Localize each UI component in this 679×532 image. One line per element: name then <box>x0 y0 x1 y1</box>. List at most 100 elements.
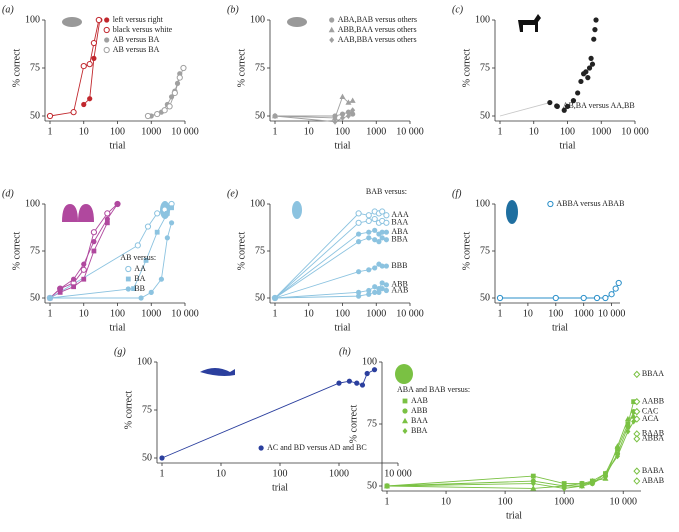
marker <box>144 223 152 230</box>
x-tick-label: 1 <box>48 308 53 319</box>
legend-marker <box>329 37 335 43</box>
marker <box>168 220 175 226</box>
x-axis-label: trial <box>334 140 350 151</box>
x-tick-label: 1 <box>273 308 278 319</box>
x-axis-label: trial <box>109 140 125 151</box>
x-tick-label: 1000 <box>141 126 161 137</box>
panel-label: (a) <box>2 4 14 15</box>
x-tick-label: 10 000 <box>171 308 199 319</box>
point-label: BABA <box>642 466 664 475</box>
x-tick-label: 10 <box>523 308 533 319</box>
point-label: CAC <box>642 406 658 415</box>
point-label: BBAA <box>642 369 664 378</box>
icons <box>62 14 541 384</box>
marker <box>70 276 77 282</box>
legend-marker <box>402 417 408 424</box>
marker <box>80 266 87 273</box>
y-tick-label: 50 <box>255 110 265 121</box>
y-tick-label: 75 <box>480 62 490 73</box>
legend-label: BBA <box>411 426 428 435</box>
marker <box>356 269 362 275</box>
series-line <box>499 102 550 117</box>
legend-label: BA <box>134 274 145 283</box>
point-label: ABAB <box>642 476 664 485</box>
series-label: AAA <box>391 210 409 219</box>
marker <box>633 370 641 379</box>
legend-marker <box>103 46 110 54</box>
y-axis-label: % correct <box>348 404 359 443</box>
marker <box>366 287 372 294</box>
marker <box>366 235 372 241</box>
legend-label: AB,BA versus AA,BB <box>563 101 635 110</box>
marker <box>169 205 174 211</box>
marker <box>602 470 608 477</box>
marker <box>561 485 567 492</box>
icon-people <box>62 204 94 222</box>
marker <box>346 378 352 384</box>
x-tick-label: 1 <box>160 468 165 479</box>
marker <box>372 284 378 290</box>
marker <box>625 423 631 430</box>
marker <box>104 210 111 217</box>
x-tick-label: 100 <box>335 308 350 319</box>
x-axis-label: trial <box>506 510 522 521</box>
marker <box>91 239 97 245</box>
marker <box>355 210 362 217</box>
x-tick-label: 1000 <box>574 308 594 319</box>
legend-label: AAB,BBA versus others <box>338 35 417 44</box>
marker <box>87 96 93 102</box>
series-line <box>274 229 387 299</box>
marker <box>356 239 362 245</box>
series-line <box>50 222 173 299</box>
marker <box>161 206 168 213</box>
marker <box>355 219 362 226</box>
marker <box>161 107 168 114</box>
marker <box>615 279 622 287</box>
x-axis-label: trial <box>552 322 568 333</box>
x-tick-label: 1000 <box>329 468 349 479</box>
x-tick-label: 1 <box>273 126 278 137</box>
x-tick-label: 1000 <box>141 308 161 319</box>
x-tick-label: 1 <box>498 126 503 137</box>
marker <box>496 294 504 302</box>
marker <box>340 114 345 121</box>
marker <box>365 217 372 225</box>
x-tick-label: 1000 <box>366 308 386 319</box>
marker <box>379 208 386 215</box>
marker <box>633 407 641 416</box>
marker <box>593 294 601 302</box>
marker <box>625 428 631 435</box>
y-axis-label: % correct <box>461 231 472 270</box>
marker <box>383 229 390 235</box>
marker <box>154 229 160 235</box>
marker <box>588 55 594 62</box>
icon-chick <box>395 364 413 384</box>
y-tick-label: 75 <box>480 245 490 256</box>
marker <box>272 113 278 119</box>
marker <box>589 61 596 67</box>
legend-label: ABA,BAB versus others <box>338 15 417 24</box>
x-tick-label: 10 <box>529 126 539 137</box>
x-tick-label: 10 000 <box>384 468 412 479</box>
x-tick-label: 10 000 <box>609 496 637 507</box>
marker <box>354 380 360 386</box>
marker <box>624 415 631 422</box>
marker <box>154 110 161 118</box>
marker <box>383 212 390 219</box>
marker <box>171 89 178 97</box>
marker <box>633 397 641 406</box>
legend-title: BAB versus: <box>366 187 407 196</box>
marker <box>586 65 593 71</box>
marker <box>154 210 161 217</box>
y-tick-label: 100 <box>362 356 377 367</box>
marker <box>81 261 87 267</box>
legend-marker <box>125 286 131 292</box>
marker <box>591 36 597 42</box>
legend-label: BB <box>134 284 145 293</box>
x-tick-label: 10 000 <box>621 126 649 137</box>
marker <box>272 295 278 301</box>
marker <box>144 112 152 120</box>
marker <box>86 61 93 68</box>
marker <box>349 97 356 103</box>
y-axis-label: % correct <box>236 48 247 87</box>
